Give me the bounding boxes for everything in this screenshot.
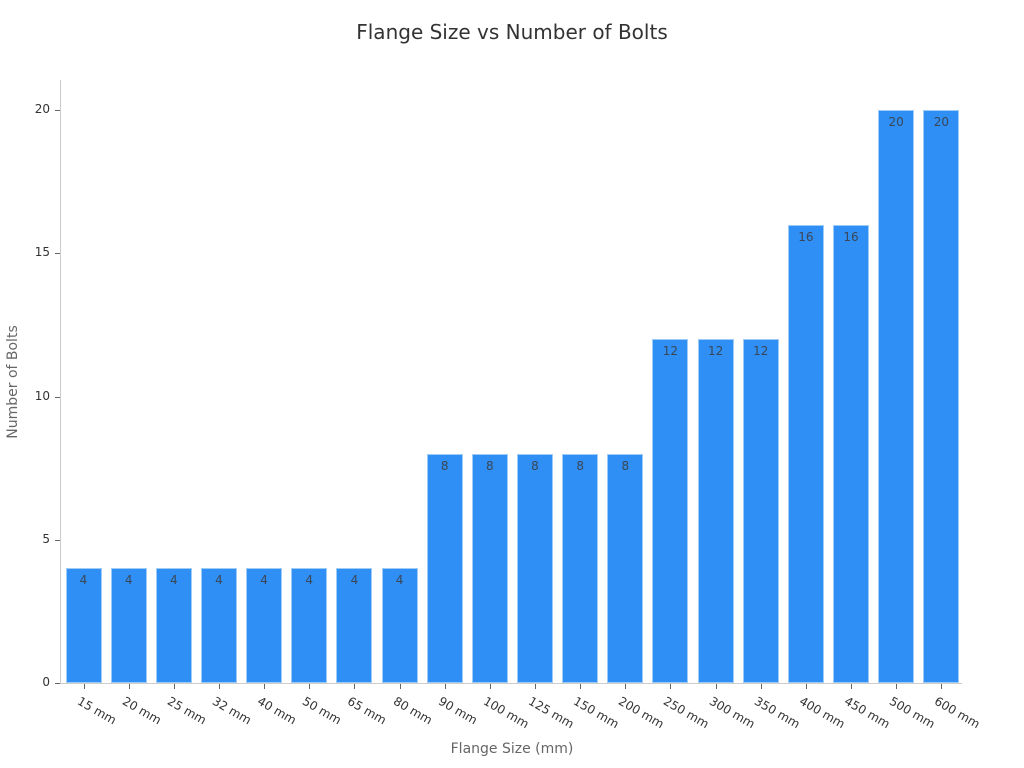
bar[interactable]: 4 [246, 568, 283, 683]
bar-value-label: 8 [576, 458, 584, 473]
bar-value-label: 8 [440, 458, 449, 473]
bar-value-label: 16 [843, 229, 859, 244]
bar-value-label: 4 [79, 573, 88, 588]
bar-value-label: 8 [621, 458, 630, 473]
x-tick [580, 684, 582, 689]
x-tick-label: 450 mm [842, 694, 893, 732]
bar[interactable]: 4 [155, 568, 192, 683]
bar[interactable]: 8 [562, 453, 599, 683]
bar[interactable]: 20 [878, 110, 915, 683]
bar[interactable]: 4 [381, 568, 418, 683]
x-tick-label: 400 mm [796, 694, 848, 732]
bar[interactable]: 8 [607, 453, 644, 683]
bar-value-label: 4 [260, 573, 268, 588]
x-tick-label: 250 mm [661, 694, 712, 732]
y-tick-label: 10 [34, 388, 50, 403]
bar[interactable]: 4 [65, 568, 102, 683]
bar[interactable]: 16 [787, 224, 824, 683]
x-tick-label: 40 mm [255, 694, 299, 728]
x-tick [535, 684, 536, 689]
x-tick [264, 684, 266, 689]
y-axis-label: Number of Bolts [5, 325, 21, 439]
bar[interactable]: 4 [291, 568, 328, 683]
y-tick [55, 539, 60, 541]
x-tick-label: 15 mm [74, 694, 119, 728]
bar-value-label: 20 [933, 115, 949, 129]
x-tick [805, 684, 807, 689]
y-tick [55, 396, 60, 398]
bar[interactable]: 16 [833, 224, 870, 683]
x-tick-label: 150 mm [571, 694, 622, 732]
y-tick [55, 683, 60, 684]
chart-title: Flange Size vs Number of Bolts [356, 20, 668, 44]
x-tick [128, 684, 130, 689]
x-tick [354, 684, 356, 689]
x-tick-label: 350 mm [751, 694, 803, 732]
bar-value-label: 8 [531, 458, 539, 473]
x-tick-label: 200 mm [616, 694, 667, 732]
y-tick-label: 20 [34, 102, 50, 116]
y-tick-label: 15 [34, 245, 50, 260]
x-tick-label: 500 mm [887, 694, 938, 732]
x-tick [896, 684, 898, 689]
bar-value-label: 12 [753, 344, 769, 359]
x-tick [670, 684, 672, 689]
x-tick-label: 25 mm [164, 694, 209, 728]
x-tick [715, 684, 717, 689]
bar[interactable]: 12 [652, 339, 689, 683]
bar-value-label: 8 [486, 458, 494, 473]
x-tick-label: 125 mm [526, 694, 577, 732]
x-tick-label: 100 mm [480, 694, 532, 732]
x-tick [625, 684, 627, 689]
bar-value-label: 4 [305, 573, 314, 588]
x-tick-label: 600 mm [932, 694, 983, 732]
x-tick [218, 684, 220, 689]
bar[interactable]: 8 [471, 453, 508, 683]
bar[interactable]: 4 [110, 568, 147, 683]
bar-value-label: 4 [215, 573, 223, 588]
x-tick-label: 32 mm [209, 694, 254, 728]
bar-value-label: 4 [395, 573, 404, 588]
bar-value-label: 16 [798, 229, 814, 244]
x-axis-line [60, 683, 962, 684]
x-tick-label: 50 mm [300, 694, 345, 728]
y-tick [55, 253, 60, 255]
x-tick [83, 684, 85, 689]
bar-value-label: 4 [124, 573, 133, 588]
x-tick [851, 684, 853, 689]
bar[interactable]: 20 [923, 110, 960, 683]
x-tick-label: 80 mm [390, 694, 435, 728]
bar[interactable]: 12 [697, 339, 734, 683]
y-tick [55, 110, 60, 111]
bar-value-label: 12 [662, 344, 679, 359]
bar-value-label: 4 [169, 573, 178, 588]
y-tick-label: 0 [42, 675, 50, 689]
x-tick [941, 684, 943, 689]
bar[interactable]: 8 [517, 453, 553, 683]
bar-value-label: 12 [707, 344, 724, 359]
bar[interactable]: 8 [426, 453, 463, 683]
x-tick [760, 684, 762, 689]
bar[interactable]: 4 [336, 568, 373, 683]
x-axis-label: Flange Size (mm) [450, 741, 574, 757]
y-tick-label: 5 [42, 531, 50, 546]
x-tick-label: 65 mm [345, 694, 390, 728]
bar[interactable]: 12 [742, 339, 779, 683]
y-axis-line [60, 80, 61, 684]
bar[interactable]: 4 [200, 568, 237, 683]
x-tick [489, 684, 491, 689]
x-tick [173, 684, 175, 689]
x-tick-label: 20 mm [119, 694, 164, 728]
x-tick-label: 300 mm [706, 694, 757, 732]
x-tick [309, 684, 311, 689]
x-tick [399, 684, 401, 689]
x-tick-label: 90 mm [435, 694, 480, 728]
bar-value-label: 20 [888, 115, 904, 129]
x-tick [444, 684, 446, 689]
bar-value-label: 4 [350, 573, 359, 588]
